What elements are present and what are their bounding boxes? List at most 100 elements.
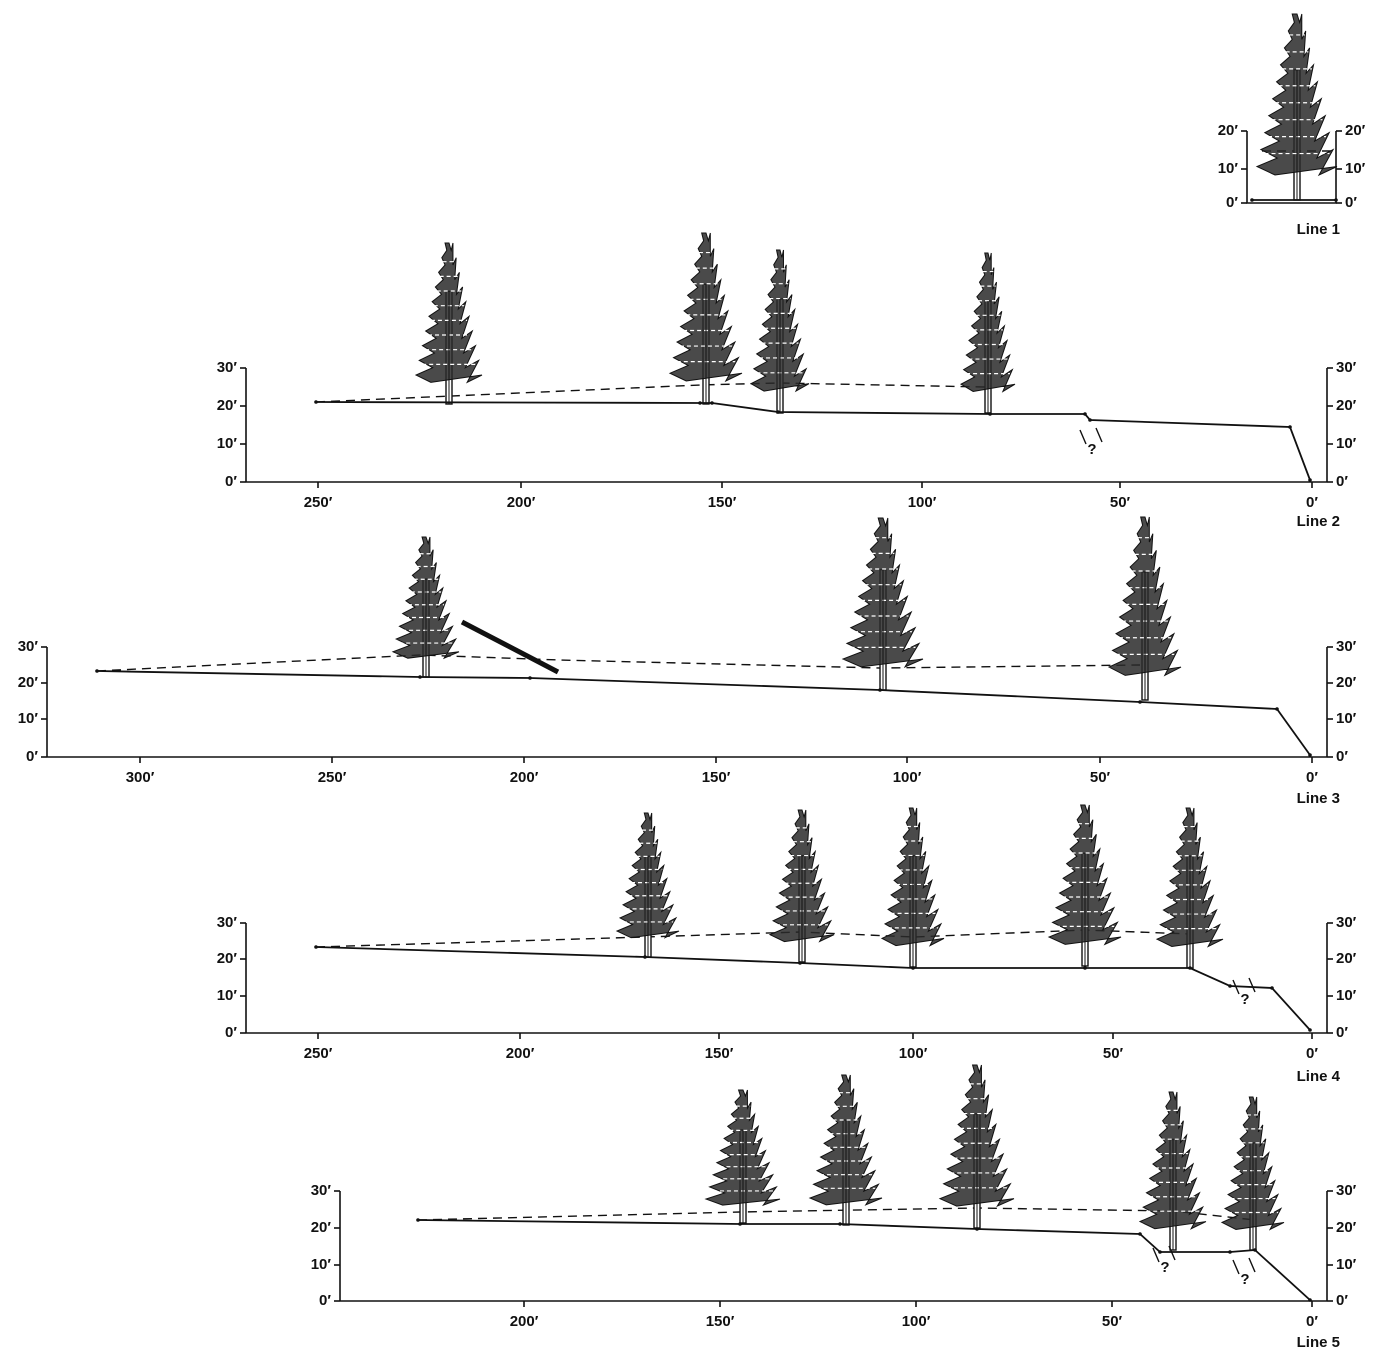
tree (959, 252, 1016, 414)
dashed-profile (315, 382, 986, 403)
y-tick-label-right: 0′ (1345, 194, 1357, 211)
x-tick-label: 200′ (507, 494, 536, 511)
x-tick-label: 50′ (1102, 1313, 1123, 1330)
tree (1155, 807, 1224, 969)
y-tick-label-left: 30′ (217, 359, 238, 376)
survey-point (1270, 986, 1274, 990)
survey-point (1138, 700, 1142, 704)
x-tick-label: 150′ (708, 494, 737, 511)
tree (880, 807, 945, 968)
fault-symbol (1232, 977, 1256, 995)
tree (1138, 1091, 1207, 1251)
survey-point (1083, 412, 1087, 416)
y-tick-label-right: 10′ (1336, 435, 1357, 452)
y-tick-label-right: 10′ (1336, 710, 1357, 727)
y-tick-label-left: 30′ (18, 638, 39, 655)
x-tick-label: 150′ (705, 1045, 734, 1062)
survey-point (798, 961, 802, 965)
fault-mark: ? (1087, 441, 1096, 458)
survey-point (1228, 984, 1232, 988)
survey-point (838, 1222, 842, 1226)
x-tick-label: 150′ (702, 769, 731, 786)
tree (668, 232, 743, 405)
x-tick-label: 250′ (304, 494, 333, 511)
y-tick-label-left: 30′ (311, 1182, 332, 1199)
tree (1220, 1096, 1285, 1251)
y-tick-label-left: 20′ (311, 1219, 332, 1236)
survey-point (528, 676, 532, 680)
fault-symbol (1079, 427, 1103, 445)
dashed-profile (417, 1207, 1256, 1221)
y-tick-label-left: 10′ (311, 1256, 332, 1273)
x-tick-label: 100′ (899, 1045, 928, 1062)
line-label: Line 1 (1297, 221, 1340, 238)
y-tick-label-left: 0′ (26, 748, 38, 765)
fault-mark: ? (1240, 991, 1249, 1008)
survey-point (738, 1222, 742, 1226)
survey-point (1275, 707, 1279, 711)
tree (749, 249, 810, 414)
tree (938, 1064, 1015, 1229)
y-tick-label-right: 20′ (1345, 122, 1366, 139)
x-tick-label: 50′ (1110, 494, 1131, 511)
x-tick-label: 200′ (510, 1313, 539, 1330)
y-tick-label-left: 10′ (1218, 160, 1239, 177)
x-tick-label: 0′ (1306, 769, 1318, 786)
y-tick-label-right: 30′ (1336, 1182, 1357, 1199)
y-tick-label-left: 20′ (1218, 122, 1239, 139)
x-tick-label: 50′ (1103, 1045, 1124, 1062)
tree (808, 1074, 883, 1226)
y-tick-label-left: 0′ (319, 1292, 331, 1309)
x-tick-label: 100′ (908, 494, 937, 511)
fallen-log (460, 619, 560, 675)
x-tick-label: 0′ (1306, 1045, 1318, 1062)
y-tick-label-left: 20′ (217, 397, 238, 414)
survey-point (911, 966, 915, 970)
y-tick-label-right: 20′ (1336, 950, 1357, 967)
y-tick-label-left: 0′ (225, 473, 237, 490)
survey-point (1138, 1232, 1142, 1236)
survey-point (975, 1227, 979, 1231)
y-tick-label-right: 30′ (1336, 359, 1357, 376)
line-label: Line 3 (1297, 790, 1340, 807)
y-tick-label-right: 30′ (1336, 638, 1357, 655)
y-tick-label-right: 20′ (1336, 674, 1357, 691)
fault-mark: ? (1240, 1271, 1249, 1288)
line-label: Line 5 (1297, 1334, 1340, 1351)
tree (414, 242, 483, 405)
dashed-profile (96, 654, 1141, 672)
survey-point (1250, 198, 1254, 202)
y-tick-label-left: 10′ (217, 435, 238, 452)
survey-point (1083, 966, 1087, 970)
survey-point (1308, 478, 1312, 482)
y-tick-label-left: 20′ (18, 674, 39, 691)
y-tick-label-left: 20′ (217, 950, 238, 967)
survey-point (698, 401, 702, 405)
survey-point (1253, 1248, 1257, 1252)
line-label: Line 4 (1297, 1068, 1341, 1085)
ground-profile (315, 946, 1311, 1031)
ground-profile (96, 670, 1311, 756)
x-tick-label: 250′ (304, 1045, 333, 1062)
survey-point (95, 669, 99, 673)
x-tick-label: 200′ (510, 769, 539, 786)
survey-point (314, 400, 318, 404)
fault-symbol (1152, 1245, 1176, 1263)
survey-point (1308, 753, 1312, 757)
x-tick-label: 200′ (506, 1045, 535, 1062)
y-tick-label-left: 0′ (1226, 194, 1238, 211)
survey-point (1088, 418, 1092, 422)
line-label: Line 2 (1297, 513, 1340, 530)
y-tick-label-left: 0′ (225, 1024, 237, 1041)
survey-point (1308, 1298, 1312, 1302)
survey-point (1158, 1250, 1162, 1254)
survey-point (1308, 1028, 1312, 1032)
y-tick-label-left: 10′ (217, 987, 238, 1004)
fault-mark: ? (1160, 1259, 1169, 1276)
x-tick-label: 50′ (1090, 769, 1111, 786)
x-tick-label: 300′ (126, 769, 155, 786)
tree (841, 517, 924, 691)
y-tick-label-right: 20′ (1336, 1219, 1357, 1236)
fault-symbol (1232, 1257, 1256, 1275)
